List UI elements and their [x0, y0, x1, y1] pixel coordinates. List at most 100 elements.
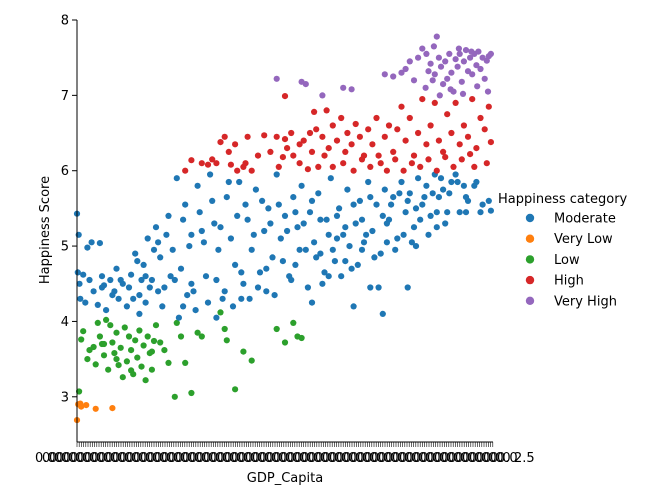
x-tick-label: 0.0 [266, 451, 287, 466]
data-point [425, 156, 432, 163]
data-point [427, 122, 434, 129]
data-point [78, 336, 85, 343]
x-tick-label: 0.0 [189, 451, 210, 466]
data-point [398, 69, 405, 76]
data-point [477, 114, 484, 122]
data-point [140, 261, 147, 268]
data-point [483, 160, 490, 167]
data-point [473, 145, 480, 152]
data-point [308, 299, 316, 306]
data-point [375, 284, 382, 291]
data-point [76, 280, 83, 287]
data-point [388, 201, 395, 208]
data-point [148, 348, 155, 355]
data-point [435, 54, 442, 61]
data-point [406, 58, 413, 65]
data-point [358, 156, 366, 163]
data-point [167, 273, 174, 280]
data-point [325, 145, 332, 152]
data-point [217, 224, 224, 231]
x-tick-label: 0.0 [196, 451, 217, 466]
data-point [194, 329, 201, 336]
data-point [350, 201, 357, 208]
data-point [259, 197, 266, 204]
data-point [265, 205, 272, 212]
data-point [325, 273, 332, 280]
x-tick-labels: 0.00.00.00.00.00.00.00.00.00.00.00.00.00… [35, 451, 535, 466]
data-point [84, 356, 91, 363]
data-point [261, 132, 268, 139]
data-point [117, 276, 124, 284]
data-point [144, 333, 151, 340]
data-point [437, 175, 445, 182]
data-point [435, 137, 442, 144]
legend-entry: Very High [525, 294, 617, 309]
data-point [296, 141, 303, 148]
data-point [221, 325, 228, 333]
data-point [171, 393, 178, 400]
data-point [123, 303, 130, 310]
data-point [487, 207, 494, 214]
data-point [433, 209, 440, 216]
data-point [155, 239, 162, 246]
data-point [385, 122, 393, 129]
data-point [354, 261, 361, 268]
data-point [209, 197, 216, 204]
data-point [444, 75, 451, 82]
x-tick-label: 0.0 [420, 451, 441, 466]
data-point [132, 337, 139, 344]
data-point [175, 314, 182, 321]
x-tick-label: 0.0 [252, 451, 273, 466]
data-point [217, 309, 224, 316]
data-point [442, 154, 449, 161]
data-point [144, 235, 151, 242]
data-point [321, 269, 328, 276]
x-tick-label: 0.0 [56, 451, 77, 466]
data-point [279, 258, 286, 265]
data-point [150, 337, 158, 345]
data-point [244, 216, 251, 223]
data-point [281, 136, 289, 143]
data-point [400, 167, 407, 174]
data-point [281, 212, 289, 219]
data-point [136, 292, 143, 299]
data-point [240, 348, 247, 355]
data-point [86, 276, 93, 284]
data-point [402, 65, 409, 73]
data-point [317, 250, 324, 257]
data-point [244, 133, 251, 140]
data-point [317, 216, 324, 223]
data-point [232, 141, 239, 148]
data-point [422, 84, 429, 91]
data-point [427, 60, 434, 67]
data-point [467, 54, 474, 61]
data-point [446, 190, 453, 197]
data-point [412, 243, 420, 250]
data-point [157, 339, 164, 346]
data-point [315, 190, 322, 197]
data-point [248, 167, 255, 174]
data-point [263, 288, 270, 295]
data-point [248, 357, 255, 364]
x-tick-label: 0.0 [406, 451, 427, 466]
data-point [275, 163, 282, 170]
data-point [383, 220, 390, 227]
data-point [481, 75, 488, 82]
data-point [342, 258, 349, 265]
data-point [296, 160, 303, 167]
data-point [92, 361, 99, 368]
legend-marker [525, 234, 535, 243]
data-point [138, 363, 145, 370]
x-tick-label: 0.0 [245, 451, 266, 466]
data-point [479, 201, 486, 208]
data-point [198, 227, 205, 235]
data-point [134, 258, 141, 265]
legend-entry: Low [525, 253, 580, 268]
data-point [248, 246, 255, 253]
data-point [300, 220, 307, 227]
data-point [344, 186, 351, 193]
data-point [186, 243, 193, 250]
data-point [381, 133, 388, 140]
x-tick-label: 0.0 [371, 451, 392, 466]
